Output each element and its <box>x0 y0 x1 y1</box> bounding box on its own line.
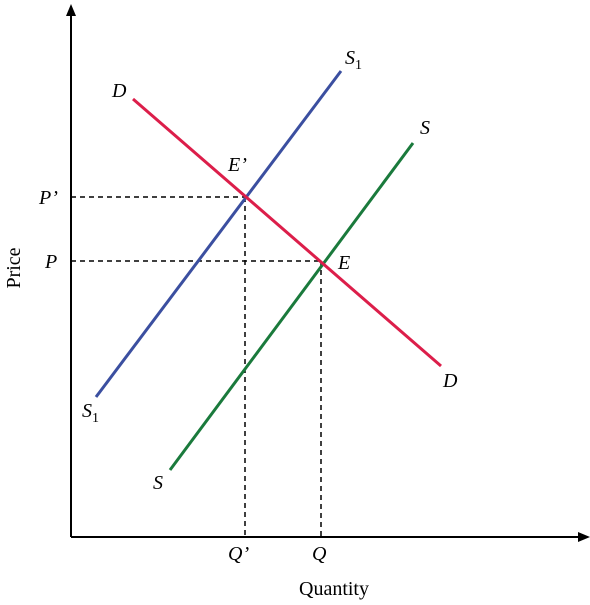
new-quantity-label: Q’ <box>228 543 249 565</box>
new-equilibrium-label: E’ <box>227 154 247 176</box>
original-price-label: P <box>44 251 57 273</box>
original-supply-bottom-label: S <box>153 472 163 494</box>
y-axis-title: Price <box>3 247 25 288</box>
demand-curve <box>132 97 442 368</box>
original-equilibrium-label: E <box>337 252 350 274</box>
new-price-label: P’ <box>38 187 58 209</box>
shifted-supply-curve <box>94 70 343 398</box>
original-quantity-label: Q <box>312 543 327 565</box>
original-supply-curve <box>168 142 415 471</box>
shifted-supply-bottom-label: S1 <box>82 400 99 426</box>
demand-top-label: D <box>111 80 127 102</box>
original-supply-top-label: S <box>420 117 430 139</box>
shifted-supply-top-label: S1 <box>345 47 362 73</box>
demand-bottom-label: D <box>442 370 458 392</box>
x-axis-title: Quantity <box>299 578 369 600</box>
